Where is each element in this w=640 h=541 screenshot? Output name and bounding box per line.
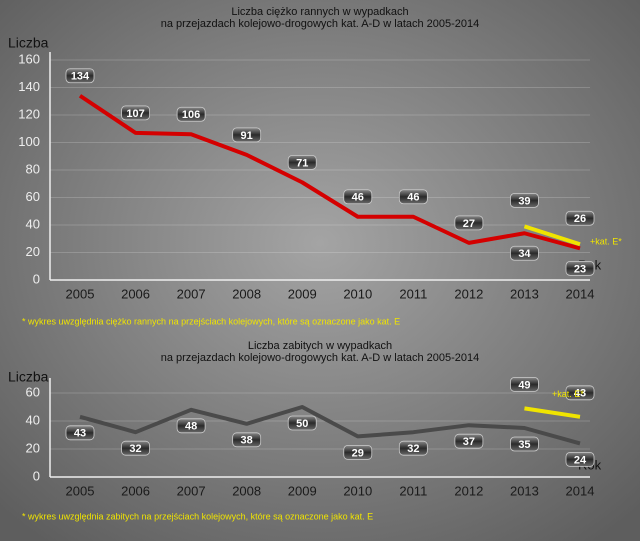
value-label-box [121,105,150,121]
value-label-box [176,106,206,122]
x-tick-label: 2014 [566,483,595,498]
value-label: 107 [126,108,144,120]
x-tick-label: 2012 [454,483,483,498]
x-tick-label: 2013 [510,286,539,301]
x-tick-label: 2013 [510,483,539,498]
value-label-box [565,451,595,467]
value-label-box [510,192,539,208]
x-tick-label: 2009 [288,286,317,301]
x-tick-label: 2009 [288,483,317,498]
y-tick-label: 140 [18,79,40,94]
value-label-box [343,444,373,460]
value-label: 134 [71,71,90,83]
value-label: 46 [407,192,419,204]
y-tick-label: 120 [18,106,40,121]
value-label: 37 [463,436,475,448]
value-label-box [232,127,262,143]
data-line [524,406,581,419]
value-label-box [287,154,317,170]
value-label: 48 [185,421,197,433]
value-label: 49 [518,379,530,391]
x-tick-label: 2005 [66,483,95,498]
note: * wykres uwzględnia zabitych na przejści… [22,511,373,521]
y-tick-label: 40 [26,412,40,427]
x-tick-label: 2010 [343,286,372,301]
value-label-box [565,260,595,276]
value-label-box [398,440,428,456]
value-label-box [176,418,206,434]
value-label-box [510,376,539,392]
y-tick-label: 160 [18,51,40,66]
value-label: 34 [518,248,531,260]
y-tick-label: 60 [26,189,40,204]
legend-label: +kat. E* [552,389,584,399]
chart-title: na przejazdach kolejowo-drogowych kat. A… [161,352,480,364]
x-tick-label: 2014 [566,286,595,301]
value-label: 27 [463,218,475,230]
value-label: 46 [352,192,364,204]
note: * wykres uwzględnia ciężko rannych na pr… [22,316,400,326]
value-label: 24 [574,454,587,466]
value-label: 32 [129,443,141,455]
value-label-box [565,210,595,226]
value-label: 50 [296,418,308,430]
value-label: 35 [518,439,530,451]
y-tick-label: 20 [26,440,40,455]
value-label: 38 [241,435,253,447]
value-label: 43 [74,428,86,440]
x-tick-label: 2007 [177,286,206,301]
value-label: 106 [182,109,200,121]
x-tick-label: 2010 [343,483,372,498]
y-tick-label: 0 [33,271,40,286]
legend-label: +kat. E* [590,237,622,247]
y-tick-label: 60 [26,384,40,399]
x-tick-label: 2011 [399,286,427,301]
chart-title: Liczba zabitych w wypadkach [248,340,392,352]
data-line [78,94,581,251]
x-tick-label: 2005 [66,286,95,301]
value-label-box [343,189,373,205]
value-label-box [398,189,428,205]
value-label: 39 [518,195,530,207]
x-tick-label: 2011 [399,483,427,498]
value-label-box [65,425,95,441]
value-label-box [510,245,539,261]
data-line [523,224,581,247]
x-tick-label: 2008 [232,286,261,301]
x-tick-label: 2008 [232,483,261,498]
value-label-box [454,215,484,231]
value-label-box [510,436,539,452]
y-tick-label: 80 [26,161,40,176]
chart-title: na przejazdach kolejowo-drogowych kat. A… [161,18,480,30]
value-label: 29 [352,447,364,459]
value-label-box [232,432,262,448]
value-label-box [121,440,150,456]
value-label: 26 [574,213,586,225]
value-label-box [454,433,484,449]
value-label: 91 [241,130,253,142]
x-tick-label: 2006 [121,483,150,498]
value-label-box [287,415,317,431]
chart-title: Liczba ciężko rannych w wypadkach [231,6,408,18]
value-label: 32 [407,443,419,455]
y-tick-label: 20 [26,244,40,259]
value-label: 43 [574,388,586,400]
value-label: 71 [296,157,308,169]
value-label: 23 [574,263,586,275]
y-tick-label: 100 [18,134,40,149]
value-label-box [565,385,595,401]
value-label-box [65,68,95,84]
x-tick-label: 2012 [454,286,483,301]
x-tick-label: 2007 [177,483,206,498]
y-tick-label: 40 [26,216,40,231]
y-axis-label: Liczba [8,35,49,51]
y-axis-label: Liczba [8,369,49,385]
y-tick-label: 0 [33,468,40,483]
x-tick-label: 2006 [121,286,150,301]
data-line [79,405,581,446]
